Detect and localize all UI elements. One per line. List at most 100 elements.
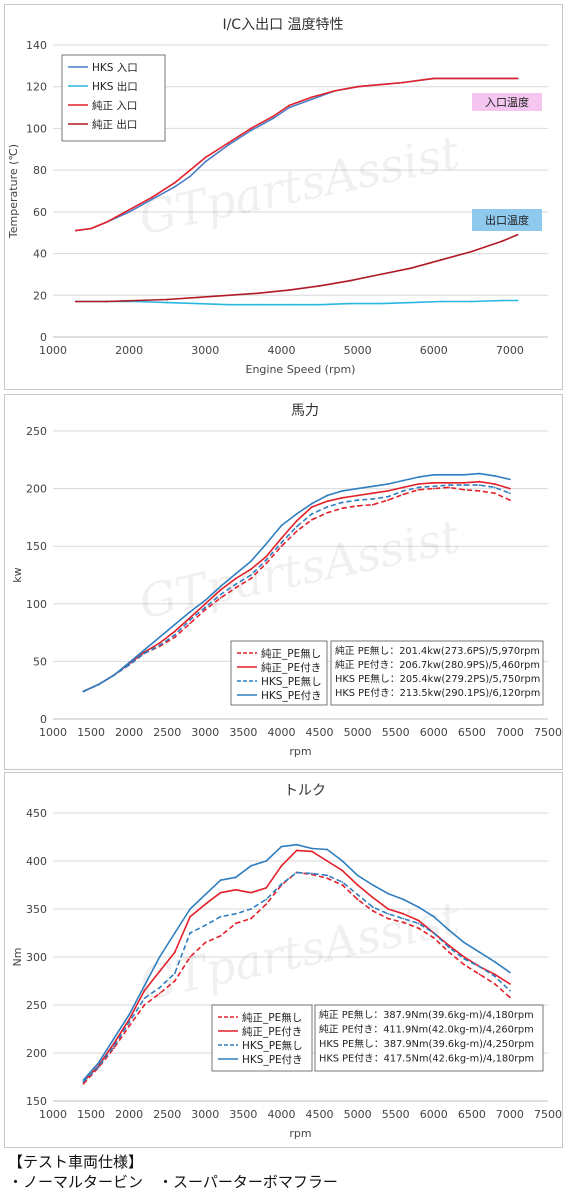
data-point — [493, 486, 496, 489]
data-point — [257, 303, 260, 306]
data-point — [204, 608, 207, 611]
data-point — [295, 849, 298, 852]
data-point — [173, 630, 176, 633]
data-point — [509, 487, 511, 490]
data-point — [189, 619, 191, 621]
y-tick-label: 20 — [33, 289, 47, 302]
x-tick-label: 3500 — [229, 1108, 257, 1121]
data-point — [402, 912, 405, 915]
y-tick-label: 350 — [26, 903, 47, 916]
legend-box — [211, 1004, 313, 1072]
x-tick-label: 1500 — [77, 1108, 105, 1121]
data-point — [432, 487, 435, 490]
x-tick-label: 5500 — [382, 726, 410, 739]
data-point — [143, 989, 146, 992]
summary-line: 純正 PE付き：206.7kw(280.9PS)/5,460rpm — [335, 658, 540, 671]
data-point — [234, 583, 237, 586]
data-point — [349, 279, 351, 282]
data-point — [280, 864, 283, 867]
legend-label: 純正_PE無し — [261, 647, 321, 660]
data-point — [341, 881, 344, 884]
data-point — [128, 208, 131, 211]
temperature-chart: GTpartsAssist 0 20 40 60 80 100 120 140 1000 2000 3… — [7, 17, 548, 376]
data-point — [311, 98, 313, 101]
data-point — [128, 661, 131, 664]
data-point — [341, 507, 344, 510]
summary-line: HKS PE無し：205.4kw(279.2PS)/5,750rpm — [335, 672, 540, 685]
data-point — [234, 922, 237, 925]
data-point — [250, 577, 252, 580]
data-point — [432, 473, 435, 476]
data-point — [227, 303, 230, 306]
data-point — [493, 77, 496, 80]
data-point — [227, 144, 230, 147]
y-tick-label: 60 — [33, 206, 47, 219]
data-point — [440, 258, 443, 261]
data-point — [470, 300, 473, 303]
y-tick-label: 100 — [26, 598, 47, 611]
data-point — [470, 250, 473, 253]
data-point — [463, 488, 466, 491]
data-point — [318, 303, 321, 306]
data-point — [280, 545, 283, 548]
data-point — [463, 473, 466, 476]
series-line-4 — [75, 234, 518, 303]
data-point — [204, 160, 207, 163]
x-tick-label: 6000 — [420, 344, 448, 357]
y-axis-title: Nm — [11, 948, 24, 967]
data-point — [250, 127, 252, 130]
series-line-3 — [82, 871, 511, 1083]
y-tick-label: 450 — [26, 807, 47, 820]
annotation-label: 出口温度 — [485, 213, 529, 227]
data-point — [311, 847, 313, 850]
x-tick-label: 7500 — [534, 1108, 562, 1121]
data-point — [166, 298, 169, 301]
data-point — [189, 175, 191, 178]
x-tick-label: 1000 — [39, 1108, 67, 1121]
data-point — [227, 294, 230, 297]
data-point — [448, 486, 450, 489]
data-point — [349, 302, 351, 305]
data-point — [509, 996, 511, 999]
data-point — [196, 296, 199, 299]
data-point — [493, 973, 496, 976]
data-point — [113, 1045, 115, 1048]
data-point — [295, 530, 298, 533]
y-tick-label: 200 — [26, 483, 47, 496]
y-tick-label: 40 — [33, 248, 47, 261]
data-point — [311, 872, 313, 875]
data-point — [463, 77, 466, 80]
data-point — [371, 485, 374, 488]
data-point — [173, 181, 176, 184]
data-point — [417, 906, 420, 908]
data-point — [356, 504, 359, 507]
data-point — [417, 927, 420, 930]
data-point — [257, 292, 260, 295]
x-tick-label: 1000 — [39, 344, 67, 357]
legend-label: HKS_PE無し — [242, 1039, 303, 1052]
data-point — [295, 519, 298, 522]
data-point — [97, 683, 100, 686]
data-point — [311, 513, 313, 515]
data-point — [501, 240, 504, 242]
data-point — [265, 903, 268, 906]
data-point — [196, 302, 199, 305]
data-point — [417, 476, 420, 478]
data-point — [280, 524, 283, 527]
data-point — [143, 997, 146, 1000]
data-point — [478, 973, 481, 976]
data-point — [189, 932, 191, 934]
data-point — [509, 499, 511, 502]
data-point — [448, 951, 450, 954]
data-point — [135, 299, 138, 302]
data-point — [371, 906, 374, 908]
data-point — [204, 893, 207, 896]
data-point — [250, 574, 252, 576]
x-tick-label: 2000 — [115, 726, 143, 739]
data-point — [448, 481, 450, 484]
data-point — [234, 912, 237, 915]
y-tick-label: 300 — [26, 951, 47, 964]
x-tick-label: 1500 — [77, 726, 105, 739]
data-point — [280, 537, 283, 540]
legend-label: 純正_PE無し — [242, 1011, 302, 1024]
